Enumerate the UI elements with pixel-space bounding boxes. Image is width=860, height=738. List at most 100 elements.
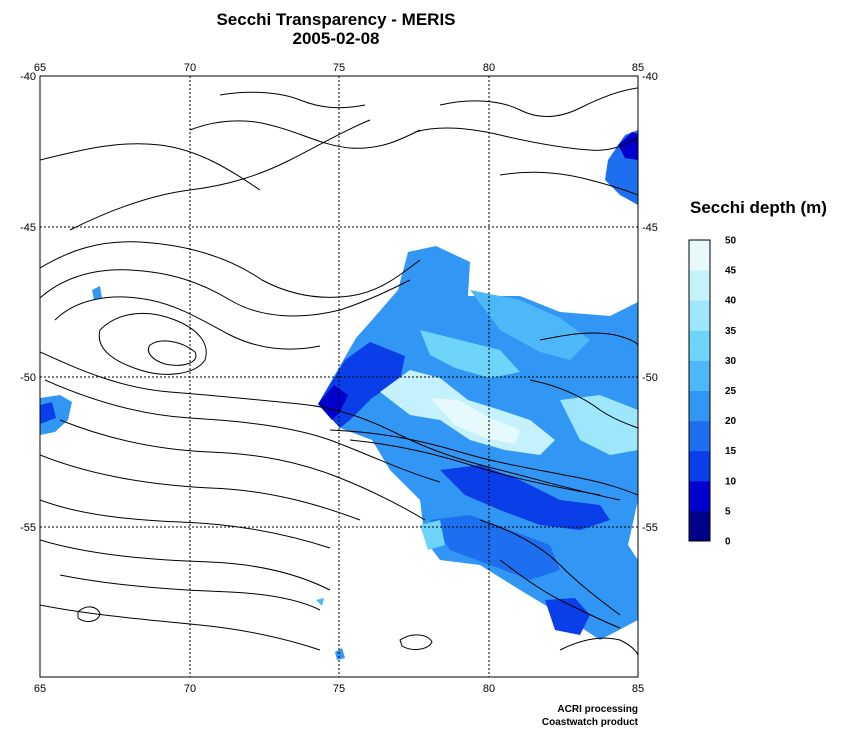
secchi-colorbar xyxy=(688,239,711,542)
lon-tick-bottom: 70 xyxy=(184,683,196,695)
contour xyxy=(329,429,638,496)
colorbar-segment xyxy=(689,450,710,482)
colorbar-tick-label: 45 xyxy=(725,266,737,277)
colorbar-segment xyxy=(689,240,710,271)
lat-tick-left: -45 xyxy=(20,222,36,234)
patch-small-1 xyxy=(92,286,102,300)
contour xyxy=(40,351,621,501)
colorbar-segment xyxy=(689,300,710,331)
colorbar-tick-label: 20 xyxy=(725,416,737,427)
swath-mid-clear xyxy=(420,330,520,378)
contour xyxy=(40,499,331,549)
map-title: Secchi Transparency - MERIS xyxy=(216,10,456,29)
contour xyxy=(559,637,638,656)
contour xyxy=(414,127,638,151)
colorbar-tick-label: 0 xyxy=(725,537,731,548)
lat-tick-right: -40 xyxy=(642,71,658,83)
bathymetry-contours xyxy=(40,87,638,656)
lon-tick-top: 80 xyxy=(483,62,495,74)
colorbar-segment xyxy=(689,360,710,391)
contour xyxy=(59,419,426,521)
colorbar-tick-label: 5 xyxy=(725,506,731,517)
lat-ticks-right: -40 -45 -50 -55 xyxy=(642,71,658,534)
lat-tick-right: -50 xyxy=(642,372,658,384)
swath-darkest-edge xyxy=(318,385,348,420)
secchi-data-layer xyxy=(40,130,638,660)
lon-tick-bottom: 75 xyxy=(333,683,345,695)
contour xyxy=(399,634,433,650)
lon-tick-top: 70 xyxy=(184,62,196,74)
contour xyxy=(539,332,638,346)
patch-northeast-dark xyxy=(618,132,638,160)
swath-deep-south-2 xyxy=(430,515,560,580)
lat-tick-right: -55 xyxy=(642,522,658,534)
colorbar-tick-label: 15 xyxy=(725,446,737,457)
colorbar-segment xyxy=(689,420,710,452)
contour xyxy=(69,119,371,231)
lon-ticks-top: 65 70 75 80 85 xyxy=(34,62,644,74)
contour xyxy=(54,296,321,350)
patch-west-dark xyxy=(40,402,56,424)
swath-mid-clear-2 xyxy=(470,290,590,360)
swath-clear-right xyxy=(560,395,638,455)
colorbar-segment xyxy=(689,480,710,512)
colorbar-tick-label: 50 xyxy=(725,236,737,247)
credit-processing: ACRI processing xyxy=(557,704,638,715)
contour xyxy=(499,171,638,196)
colorbar-tick-label: 35 xyxy=(725,326,737,337)
colorbar-tick-label: 10 xyxy=(725,476,737,487)
contour xyxy=(98,312,207,375)
plot-frame xyxy=(39,75,639,678)
contour xyxy=(40,241,421,298)
contour xyxy=(40,539,331,591)
legend-title: Secchi depth (m) xyxy=(690,198,827,217)
colorbar-segment xyxy=(689,390,710,422)
contour xyxy=(189,120,421,149)
patch-small-3 xyxy=(316,598,324,606)
map-date: 2005-02-08 xyxy=(292,29,380,48)
lat-ticks-left: -40 -45 -50 -55 xyxy=(20,71,36,534)
colorbar-segment xyxy=(689,270,710,301)
contour xyxy=(40,604,321,651)
colorbar-tick-label: 25 xyxy=(725,386,737,397)
lon-tick-bottom: 80 xyxy=(483,683,495,695)
lon-tick-top: 65 xyxy=(34,62,46,74)
lat-tick-right: -45 xyxy=(642,222,658,234)
contour xyxy=(59,574,321,611)
contour xyxy=(40,269,411,317)
colorbar-tick-label: 30 xyxy=(725,356,737,367)
patch-small-2 xyxy=(335,648,345,660)
colorbar-segment xyxy=(689,330,710,361)
lat-tick-left: -40 xyxy=(20,71,36,83)
lon-tick-top: 75 xyxy=(333,62,345,74)
patch-southeast xyxy=(545,598,590,635)
lon-ticks-bottom: 65 70 75 80 85 xyxy=(34,683,644,695)
contour xyxy=(44,379,441,483)
lon-tick-top: 85 xyxy=(632,62,644,74)
contour xyxy=(77,606,101,622)
contour xyxy=(40,454,361,521)
swath-pale-south xyxy=(420,520,445,550)
swath-deep-south xyxy=(440,465,610,530)
lat-tick-left: -55 xyxy=(20,522,36,534)
contour xyxy=(40,143,261,191)
contour xyxy=(499,559,621,629)
contour xyxy=(479,519,621,616)
lon-tick-bottom: 65 xyxy=(34,683,46,695)
contour xyxy=(349,439,601,496)
contour xyxy=(219,91,366,109)
map-title-block: Secchi Transparency - MERIS 2005-02-08 xyxy=(0,10,672,48)
colorbar-segment xyxy=(689,510,710,542)
swath-clear-center-2 xyxy=(430,398,520,444)
colorbar-frame xyxy=(688,239,711,542)
colorbar-tick-label: 40 xyxy=(725,296,737,307)
contour xyxy=(529,379,638,429)
lon-tick-bottom: 85 xyxy=(632,683,644,695)
contour xyxy=(147,340,197,366)
graticule xyxy=(40,76,638,677)
credit-product: Coastwatch product xyxy=(541,717,638,728)
credits: ACRI processing Coastwatch product xyxy=(510,703,638,729)
lat-tick-left: -50 xyxy=(20,372,36,384)
